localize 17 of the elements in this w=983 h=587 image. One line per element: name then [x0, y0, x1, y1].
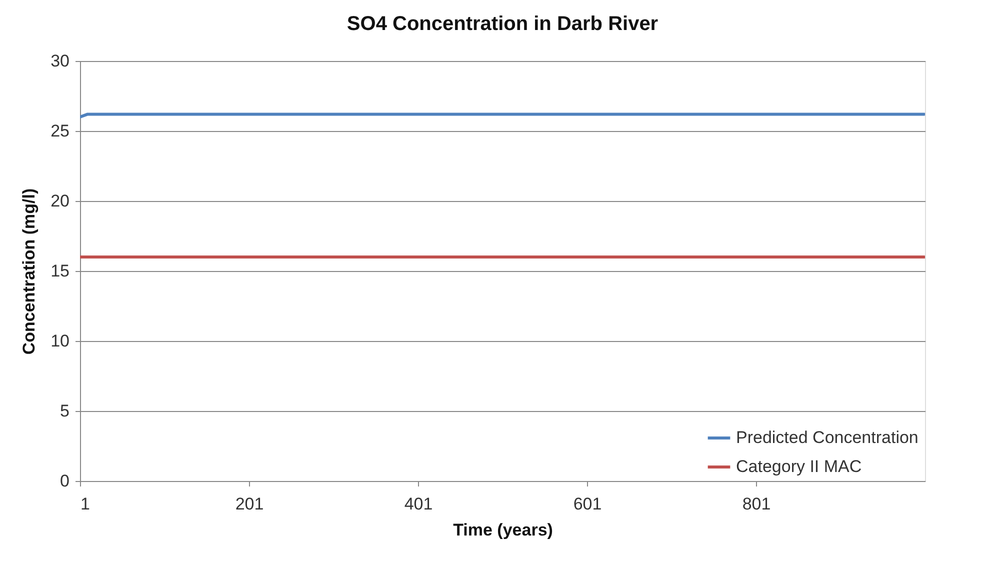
chart-title: SO4 Concentration in Darb River [346, 13, 658, 35]
x-tick-label: 1 [80, 494, 90, 514]
y-tick-label: 25 [50, 122, 70, 140]
x-axis-title: Time (years) [453, 520, 553, 540]
x-tick-label: 601 [573, 494, 602, 514]
y-tick-label: 15 [50, 262, 70, 280]
x-tick-label: 401 [404, 494, 433, 514]
y-axis-title: Concentration (mg/l) [20, 188, 39, 355]
legend-label: Predicted Concentration [736, 428, 918, 447]
legend-label: Category II MAC [736, 457, 862, 476]
y-tick-label: 30 [50, 52, 70, 70]
y-tick-label: 5 [60, 402, 70, 420]
y-tick-label: 10 [50, 332, 70, 350]
y-tick-label: 20 [50, 192, 70, 210]
y-tick-label: 0 [60, 472, 70, 490]
x-tick-label: 801 [742, 494, 771, 514]
x-tick-label: 201 [235, 494, 264, 514]
